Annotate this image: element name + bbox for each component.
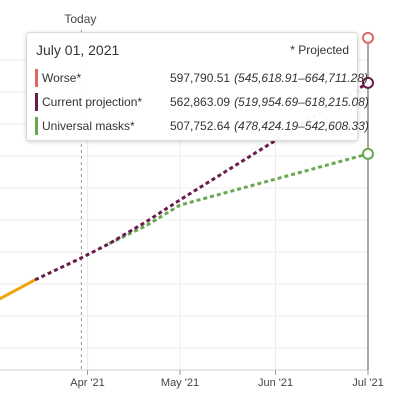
tooltip-interval: (519,954.69–618,215.08) [234, 95, 369, 109]
chart-lines [0, 81, 369, 301]
series-line-universal-masks [108, 152, 369, 246]
tooltip-row: Current projection* 562,863.09 (519,954.69… [35, 93, 369, 111]
series-line-current-projection [34, 81, 369, 282]
tooltip-interval: (478,424.19–542,608.33) [234, 119, 369, 133]
x-tick-label: Jul '21 [352, 377, 383, 389]
tooltip-value: 562,863.09 [170, 95, 231, 109]
tooltip-swatch [35, 93, 38, 111]
tooltip-value: 597,790.51 [170, 71, 231, 85]
x-axis-ticks: Apr '21 May '21 Jun '21 Jul '21 [70, 370, 384, 389]
tooltip-swatch [35, 69, 38, 87]
tooltip-value: 507,752.64 [170, 119, 231, 133]
tooltip-interval: (545,618.91–664,711.28) [234, 71, 368, 85]
tooltip-swatch [35, 117, 38, 135]
tooltip-row: Worse* 597,790.51 (545,618.91–664,711.28) [35, 69, 368, 87]
tooltip-projected-note: * Projected [290, 43, 349, 57]
tooltip: July 01, 2021 * Projected Worse* 597,790.… [26, 32, 369, 141]
x-tick-label: May '21 [161, 377, 199, 389]
x-tick-label: Jun '21 [258, 377, 293, 389]
hover-markers[interactable] [362, 31, 374, 160]
today-label: Today [64, 12, 96, 26]
x-tick-label: Apr '21 [70, 377, 105, 389]
tooltip-date: July 01, 2021 [36, 42, 120, 58]
tooltip-series-name: Current projection* [42, 95, 143, 109]
marker-universal-masks[interactable] [362, 147, 374, 160]
marker-current-projection[interactable] [362, 76, 374, 89]
series-line-reported [0, 278, 36, 301]
tooltip-series-name: Universal masks* [42, 119, 135, 133]
tooltip-series-name: Worse* [42, 71, 82, 85]
marker-worse[interactable] [362, 31, 374, 44]
tooltip-row: Universal masks* 507,752.64 (478,424.19–54… [35, 117, 369, 135]
